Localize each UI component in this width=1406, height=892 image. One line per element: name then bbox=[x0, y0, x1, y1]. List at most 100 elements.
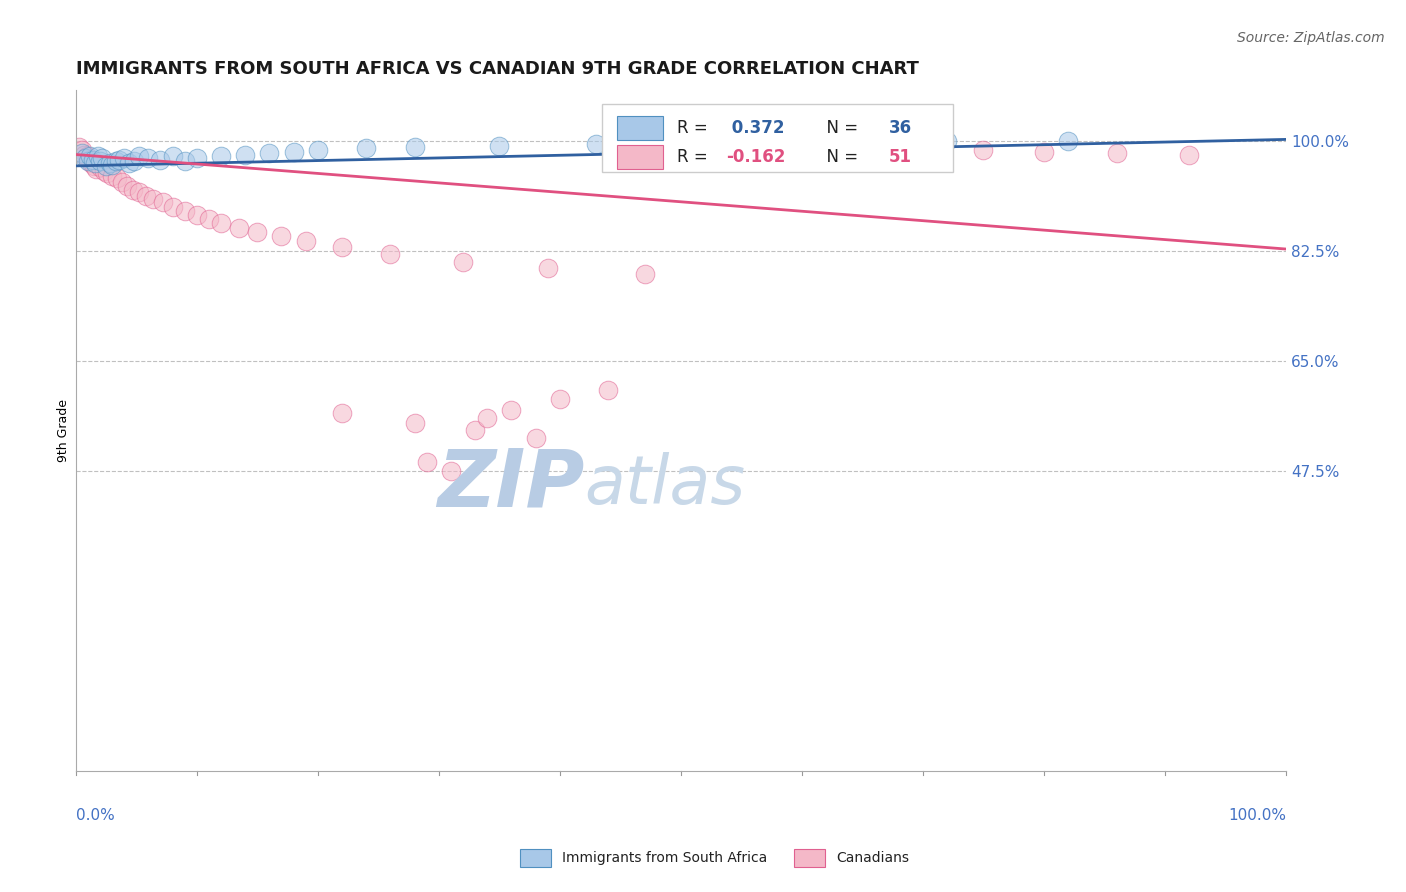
Point bbox=[790, 138, 813, 153]
Point bbox=[67, 140, 90, 154]
Point bbox=[380, 247, 402, 261]
Text: 36: 36 bbox=[889, 120, 912, 137]
Point bbox=[209, 149, 232, 163]
Bar bbox=[617, 145, 662, 169]
Point bbox=[270, 229, 292, 244]
Text: N =: N = bbox=[817, 120, 863, 137]
Text: N =: N = bbox=[817, 148, 863, 166]
Point bbox=[94, 159, 117, 173]
Point bbox=[70, 143, 93, 157]
Point bbox=[228, 220, 250, 235]
Text: atlas: atlas bbox=[583, 452, 745, 518]
Point bbox=[451, 254, 474, 268]
Point bbox=[851, 140, 873, 154]
Point bbox=[80, 155, 103, 169]
Point bbox=[404, 140, 426, 154]
Point bbox=[815, 135, 838, 149]
Point bbox=[86, 149, 108, 163]
Point bbox=[1032, 145, 1054, 159]
Point bbox=[936, 134, 959, 148]
Point bbox=[149, 153, 172, 167]
Point bbox=[1105, 146, 1128, 161]
Point bbox=[477, 410, 499, 425]
Point bbox=[111, 175, 134, 189]
Point bbox=[128, 186, 150, 200]
Point bbox=[354, 141, 377, 155]
Point bbox=[98, 155, 121, 169]
Point bbox=[112, 151, 135, 165]
Point bbox=[122, 153, 145, 168]
Bar bbox=[617, 117, 662, 140]
Text: 100.0%: 100.0% bbox=[1227, 808, 1286, 823]
Point bbox=[464, 424, 486, 438]
Point bbox=[96, 166, 118, 180]
Text: IMMIGRANTS FROM SOUTH AFRICA VS CANADIAN 9TH GRADE CORRELATION CHART: IMMIGRANTS FROM SOUTH AFRICA VS CANADIAN… bbox=[76, 60, 918, 78]
Point bbox=[911, 141, 934, 155]
Text: Source: ZipAtlas.com: Source: ZipAtlas.com bbox=[1237, 31, 1385, 45]
Point bbox=[186, 151, 208, 165]
Point bbox=[77, 153, 100, 167]
Point bbox=[108, 153, 131, 167]
Point bbox=[173, 204, 195, 219]
Point bbox=[972, 143, 994, 157]
Point bbox=[330, 239, 353, 253]
Y-axis label: 9th Grade: 9th Grade bbox=[58, 399, 70, 462]
Point bbox=[548, 392, 571, 406]
Point bbox=[209, 216, 232, 230]
Point bbox=[73, 147, 96, 161]
Point bbox=[440, 465, 463, 479]
Point bbox=[198, 212, 221, 227]
Text: 0.372: 0.372 bbox=[725, 120, 785, 137]
Text: -0.162: -0.162 bbox=[725, 148, 785, 166]
Point bbox=[70, 146, 93, 161]
Point bbox=[294, 235, 316, 249]
Point bbox=[488, 138, 510, 153]
Point bbox=[162, 149, 184, 163]
Point bbox=[82, 153, 104, 167]
Point bbox=[633, 267, 655, 281]
Point bbox=[104, 153, 127, 168]
Point bbox=[330, 406, 353, 420]
Point bbox=[142, 192, 165, 206]
Point bbox=[307, 143, 329, 157]
Point bbox=[115, 179, 138, 194]
Point bbox=[135, 189, 157, 203]
Point bbox=[415, 455, 437, 469]
Point bbox=[83, 159, 105, 173]
Text: 51: 51 bbox=[889, 148, 912, 166]
Point bbox=[186, 208, 208, 222]
Point bbox=[89, 160, 111, 174]
Point bbox=[79, 149, 101, 163]
Point bbox=[105, 171, 128, 186]
Point bbox=[84, 161, 107, 176]
Point bbox=[76, 149, 98, 163]
Text: ZIP: ZIP bbox=[437, 446, 583, 524]
Point bbox=[585, 137, 607, 152]
Point bbox=[101, 169, 124, 183]
Point bbox=[93, 164, 115, 178]
Point bbox=[84, 155, 107, 169]
Point bbox=[128, 149, 150, 163]
Point bbox=[91, 151, 114, 165]
Point bbox=[162, 200, 184, 214]
Point bbox=[537, 260, 560, 275]
Point bbox=[173, 153, 195, 168]
Point bbox=[152, 195, 174, 210]
Point bbox=[76, 153, 98, 168]
Text: 0.0%: 0.0% bbox=[76, 808, 114, 823]
Text: R =: R = bbox=[678, 148, 713, 166]
Text: Canadians: Canadians bbox=[837, 851, 910, 865]
Point bbox=[598, 383, 620, 397]
Bar bbox=[602, 103, 953, 172]
Point bbox=[283, 145, 305, 159]
Point bbox=[246, 225, 269, 239]
Point bbox=[259, 146, 281, 161]
Point bbox=[138, 151, 160, 165]
Point bbox=[118, 155, 141, 169]
Point bbox=[101, 158, 124, 172]
Point bbox=[1178, 147, 1201, 161]
Point bbox=[1057, 134, 1080, 148]
Text: Immigrants from South Africa: Immigrants from South Africa bbox=[562, 851, 768, 865]
Point bbox=[404, 416, 426, 430]
Point bbox=[233, 147, 256, 161]
